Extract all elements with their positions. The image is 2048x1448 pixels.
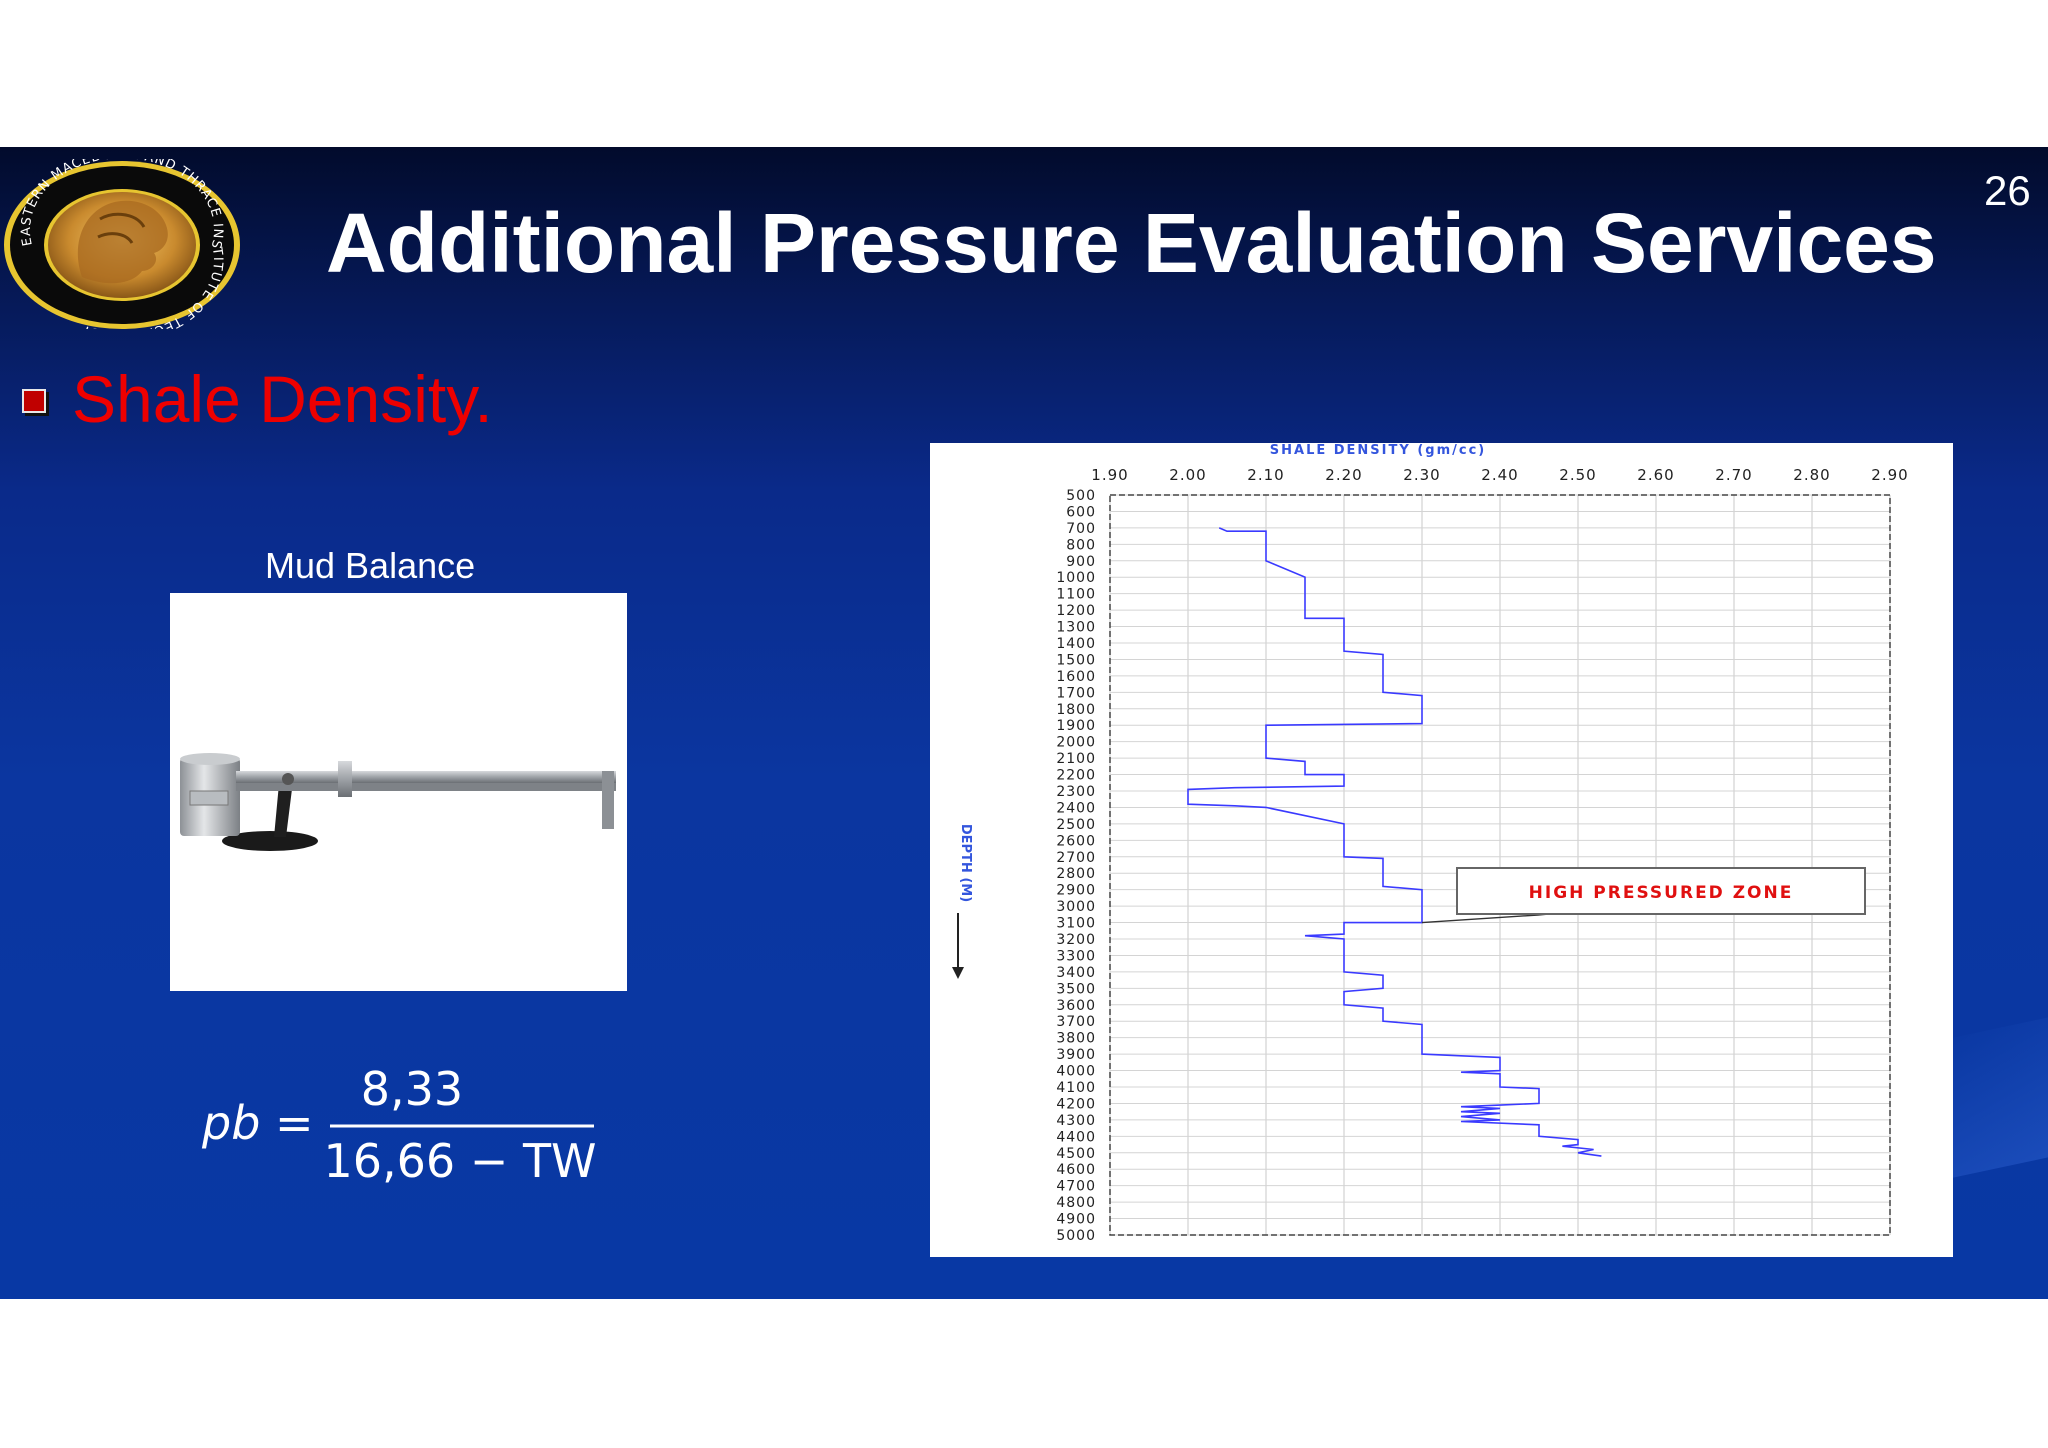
formula-lhs: pb = <box>201 1096 314 1150</box>
y-tick-label: 5000 <box>1056 1228 1096 1244</box>
y-tick-label: 2200 <box>1056 768 1096 784</box>
x-tick-label: 1.90 <box>1091 466 1128 484</box>
institute-seal-icon: EASTERN MACEDONIA AND THRACE INSTITUTE O… <box>4 159 240 329</box>
x-tick-label: 2.70 <box>1715 466 1752 484</box>
y-tick-label: 4000 <box>1056 1064 1096 1080</box>
formula-denominator: 16,66 − TW <box>323 1134 596 1188</box>
annotation-box <box>1456 867 1866 915</box>
y-tick-label: 2300 <box>1056 784 1096 800</box>
formula: pb = 8,33 16,66 − TW <box>201 1062 597 1188</box>
x-tick-label: 2.20 <box>1325 466 1362 484</box>
y-tick-label: 700 <box>1066 521 1096 537</box>
annotation-label: HIGH PRESSURED ZONE <box>1529 883 1794 903</box>
y-tick-label: 4300 <box>1056 1113 1096 1129</box>
y-axis-label: DEPTH (M) <box>958 824 973 902</box>
y-tick-label: 3600 <box>1056 998 1096 1014</box>
y-tick-label: 2500 <box>1056 817 1096 833</box>
chart-svg: SHALE DENSITY (gm/cc) 1.90 2.00 2.10 2.20 2.3… <box>952 443 1908 1244</box>
x-tick-label: 2.60 <box>1637 466 1674 484</box>
y-tick-label: 2900 <box>1056 883 1096 899</box>
y-tick-label: 3900 <box>1056 1047 1096 1063</box>
slide: EASTERN MACEDONIA AND THRACE INSTITUTE O… <box>0 147 2048 1299</box>
x-tick-label: 2.50 <box>1559 466 1596 484</box>
shale-density-chart: SHALE DENSITY (gm/cc) 1.90 2.00 2.10 2.20 2.3… <box>930 443 1953 1257</box>
y-tick-label: 4100 <box>1056 1080 1096 1096</box>
y-tick-label: 1200 <box>1056 603 1096 619</box>
y-tick-label: 3400 <box>1056 965 1096 981</box>
y-tick-label: 4400 <box>1056 1129 1096 1145</box>
y-tick-label: 3700 <box>1056 1014 1096 1030</box>
y-tick-label: 2100 <box>1056 751 1096 767</box>
y-tick-label: 1900 <box>1056 718 1096 734</box>
y-tick-label: 1100 <box>1056 587 1096 603</box>
x-tick-label: 2.00 <box>1169 466 1206 484</box>
x-tick-label: 2.10 <box>1247 466 1284 484</box>
y-tick-label: 500 <box>1066 488 1096 504</box>
y-tick-label: 3200 <box>1056 932 1096 948</box>
slide-title: Additional Pressure Evaluation Services <box>326 196 1937 290</box>
slide-subtitle: Shale Density. <box>72 362 493 436</box>
y-tick-label: 1400 <box>1056 636 1096 652</box>
y-tick-label: 4800 <box>1056 1195 1096 1211</box>
x-tick-label: 2.30 <box>1403 466 1440 484</box>
y-tick-label: 800 <box>1066 537 1096 553</box>
mud-balance-instrument-icon <box>180 753 616 851</box>
y-tick-label: 4200 <box>1056 1096 1096 1112</box>
y-tick-label: 2400 <box>1056 800 1096 816</box>
page-number: 26 <box>1984 167 2031 214</box>
y-tick-label: 4700 <box>1056 1179 1096 1195</box>
y-tick-label: 4600 <box>1056 1162 1096 1178</box>
y-tick-label: 900 <box>1066 554 1096 570</box>
y-tick-label: 1300 <box>1056 620 1096 636</box>
y-tick-label: 3300 <box>1056 948 1096 964</box>
mud-balance-label: Mud Balance <box>265 545 476 586</box>
y-tick-label: 3100 <box>1056 916 1096 932</box>
y-tick-label: 2800 <box>1056 866 1096 882</box>
formula-numerator: 8,33 <box>361 1062 463 1116</box>
mud-balance-photo <box>170 593 627 991</box>
chart-title: SHALE DENSITY (gm/cc) <box>1270 443 1486 458</box>
x-tick-label: 2.80 <box>1793 466 1830 484</box>
y-tick-label: 4500 <box>1056 1146 1096 1162</box>
y-tick-label: 600 <box>1066 504 1096 520</box>
y-tick-label: 2700 <box>1056 850 1096 866</box>
y-tick-label: 1500 <box>1056 652 1096 668</box>
y-tick-label: 2600 <box>1056 833 1096 849</box>
y-tick-label: 1800 <box>1056 702 1096 718</box>
y-tick-label: 1700 <box>1056 685 1096 701</box>
plot-frame <box>1109 494 1891 1236</box>
bullet-square-icon <box>22 389 46 413</box>
y-tick-label: 3800 <box>1056 1031 1096 1047</box>
y-tick-label: 4900 <box>1056 1212 1096 1228</box>
depth-arrow-head <box>952 967 964 979</box>
x-tick-label: 2.40 <box>1481 466 1518 484</box>
y-tick-label: 2000 <box>1056 735 1096 751</box>
y-tick-label: 1000 <box>1056 570 1096 586</box>
y-tick-label: 3500 <box>1056 981 1096 997</box>
y-tick-label: 1600 <box>1056 669 1096 685</box>
y-tick-label: 3000 <box>1056 899 1096 915</box>
x-tick-label: 2.90 <box>1871 466 1908 484</box>
density-series-line <box>1187 527 1602 1157</box>
